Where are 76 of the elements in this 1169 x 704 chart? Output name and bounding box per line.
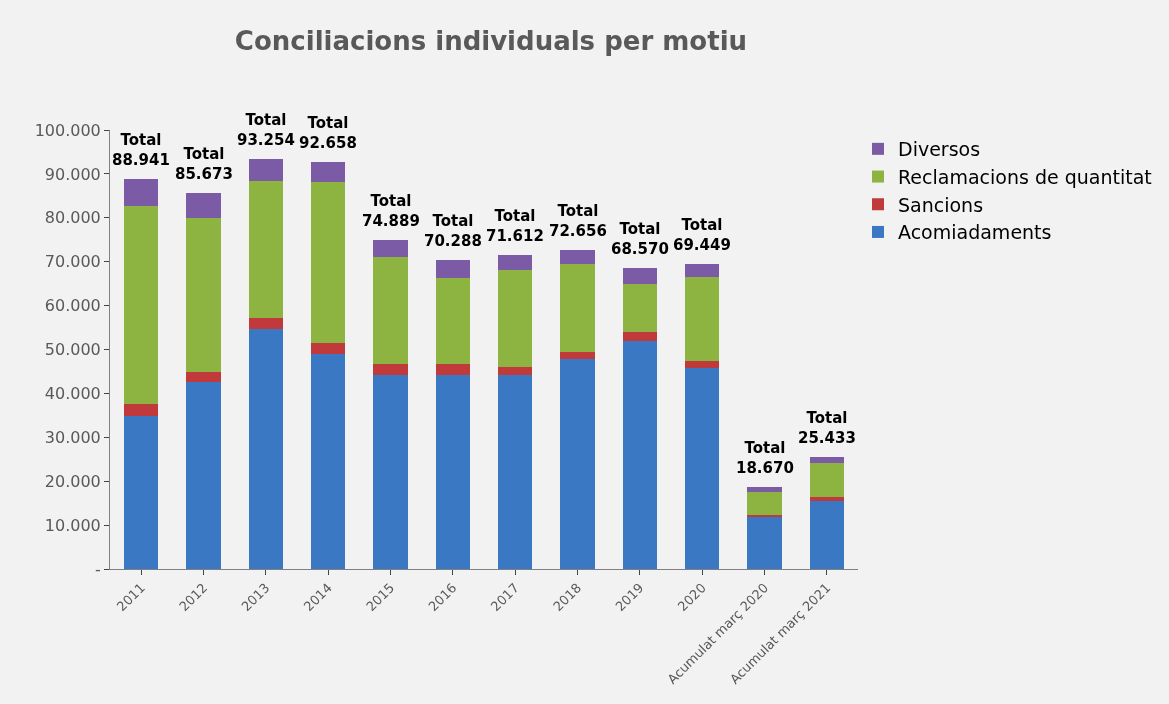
bar — [498, 270, 533, 367]
total-label: Total 25.433 — [798, 409, 856, 447]
bar — [435, 260, 470, 279]
bar — [186, 192, 221, 219]
y-tick-label: 40.000 — [44, 384, 101, 403]
total-label: Total 68.570 — [611, 220, 669, 258]
total-label: Total 93.254 — [237, 111, 295, 149]
bar — [186, 218, 221, 373]
chart-title: Conciliacions individuals per motiu — [234, 25, 748, 56]
bar — [435, 364, 470, 375]
total-label: Total 72.656 — [549, 202, 607, 240]
y-tick-label: - — [95, 559, 101, 579]
bar — [373, 256, 408, 365]
y-tick-label: 10.000 — [44, 515, 101, 535]
bar — [311, 342, 346, 354]
bar — [622, 332, 657, 342]
y-tick-label: 50.000 — [44, 340, 101, 360]
bar — [124, 178, 159, 206]
bar — [747, 514, 782, 517]
bar — [685, 264, 720, 278]
bar — [685, 277, 720, 361]
bar — [560, 249, 595, 265]
total-label: Total 74.889 — [362, 192, 420, 230]
bar — [560, 351, 595, 360]
total-label: Total 92.658 — [299, 114, 357, 152]
bar — [311, 162, 346, 183]
bar — [248, 180, 283, 318]
total-label: Total 71.612 — [486, 207, 544, 245]
y-tick-label: 70.000 — [44, 252, 101, 272]
y-tick-label: 90.000 — [44, 164, 101, 184]
y-tick-label: 60.000 — [44, 296, 101, 316]
total-label: Total 69.449 — [673, 216, 731, 254]
bar — [373, 364, 408, 375]
bar — [747, 486, 782, 493]
legend-label: Reclamacions de quantitat — [898, 165, 1152, 188]
bar — [435, 374, 470, 569]
bar — [685, 360, 720, 369]
bar — [622, 267, 657, 285]
legend-label: Sancions — [898, 193, 984, 216]
bar — [248, 317, 283, 330]
bar — [373, 240, 408, 257]
bar — [498, 366, 533, 375]
y-tick-label: 30.000 — [44, 427, 101, 447]
bar — [498, 374, 533, 569]
bar — [311, 182, 346, 343]
bar — [622, 341, 657, 569]
bar — [560, 359, 595, 569]
bar — [248, 329, 283, 569]
bar — [373, 374, 408, 569]
bar — [809, 457, 844, 463]
bar — [685, 368, 720, 569]
legend-label: Acomiadaments — [898, 221, 1052, 244]
bar — [124, 416, 159, 569]
y-tick-label: 80.000 — [44, 208, 101, 228]
total-label: Total 18.670 — [736, 439, 794, 477]
bar — [809, 500, 844, 569]
bar — [248, 159, 283, 181]
total-label: Total 70.288 — [424, 212, 482, 250]
bar — [124, 205, 159, 404]
bar — [622, 284, 657, 333]
bar — [498, 254, 533, 271]
bar — [435, 278, 470, 365]
total-label: Total 85.673 — [175, 145, 233, 183]
y-tick-label: 100.000 — [34, 120, 101, 140]
bar — [186, 372, 221, 383]
y-tick-label: 20.000 — [44, 471, 101, 491]
bar — [311, 353, 346, 569]
bar — [124, 403, 159, 417]
bar — [809, 497, 844, 501]
bar — [560, 264, 595, 352]
total-label: Total 88.941 — [112, 131, 170, 169]
bar — [186, 382, 221, 569]
bar — [747, 516, 782, 569]
bar — [809, 462, 844, 498]
bar — [747, 492, 782, 515]
legend-label: Diversos — [898, 138, 981, 161]
